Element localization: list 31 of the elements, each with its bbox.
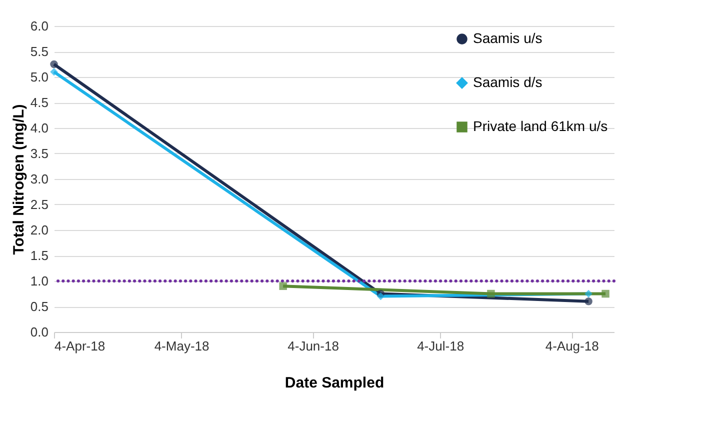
point [584, 298, 592, 306]
point [50, 60, 58, 68]
x-tick-label: 4-Jul-18 [417, 338, 464, 354]
point [487, 290, 495, 298]
y-tick-label: 2.5 [30, 197, 48, 212]
y-tick-label: 3.0 [30, 172, 48, 186]
y-tick-label: 1.5 [30, 248, 48, 263]
legend-label: Private land 61km u/s [473, 118, 608, 134]
y-tick-label: 3.5 [30, 146, 48, 161]
y-tick-label: 1.0 [30, 274, 48, 288]
point [584, 290, 592, 298]
y-tick-label: 0.0 [30, 324, 48, 340]
x-axis-title: Date Sampled [284, 374, 384, 392]
x-tick-label: 4-Jun-18 [288, 338, 339, 354]
point [602, 290, 610, 298]
x-tick-label: 4-Apr-18 [54, 338, 106, 354]
y-tick-label: 0.5 [30, 299, 48, 314]
y-tick-label: 5.0 [30, 70, 48, 84]
point [50, 68, 58, 76]
x-tick-label: 4-Aug-18 [545, 338, 599, 354]
y-tick-label: 2.0 [30, 222, 48, 238]
legend-label: Saamis u/s [473, 30, 542, 46]
point [376, 292, 385, 300]
y-tick-label: 6.0 [30, 18, 48, 34]
y-tick-label: 4.5 [30, 95, 48, 110]
y-tick-label: 4.0 [30, 120, 48, 136]
y-axis-title: Total Nitrogen (mg/L) [10, 104, 28, 255]
y-tick-label: 5.5 [30, 44, 48, 59]
legend-label: Saamis d/s [473, 74, 542, 90]
point [279, 282, 287, 290]
x-tick-label: 4-May-18 [154, 338, 210, 354]
